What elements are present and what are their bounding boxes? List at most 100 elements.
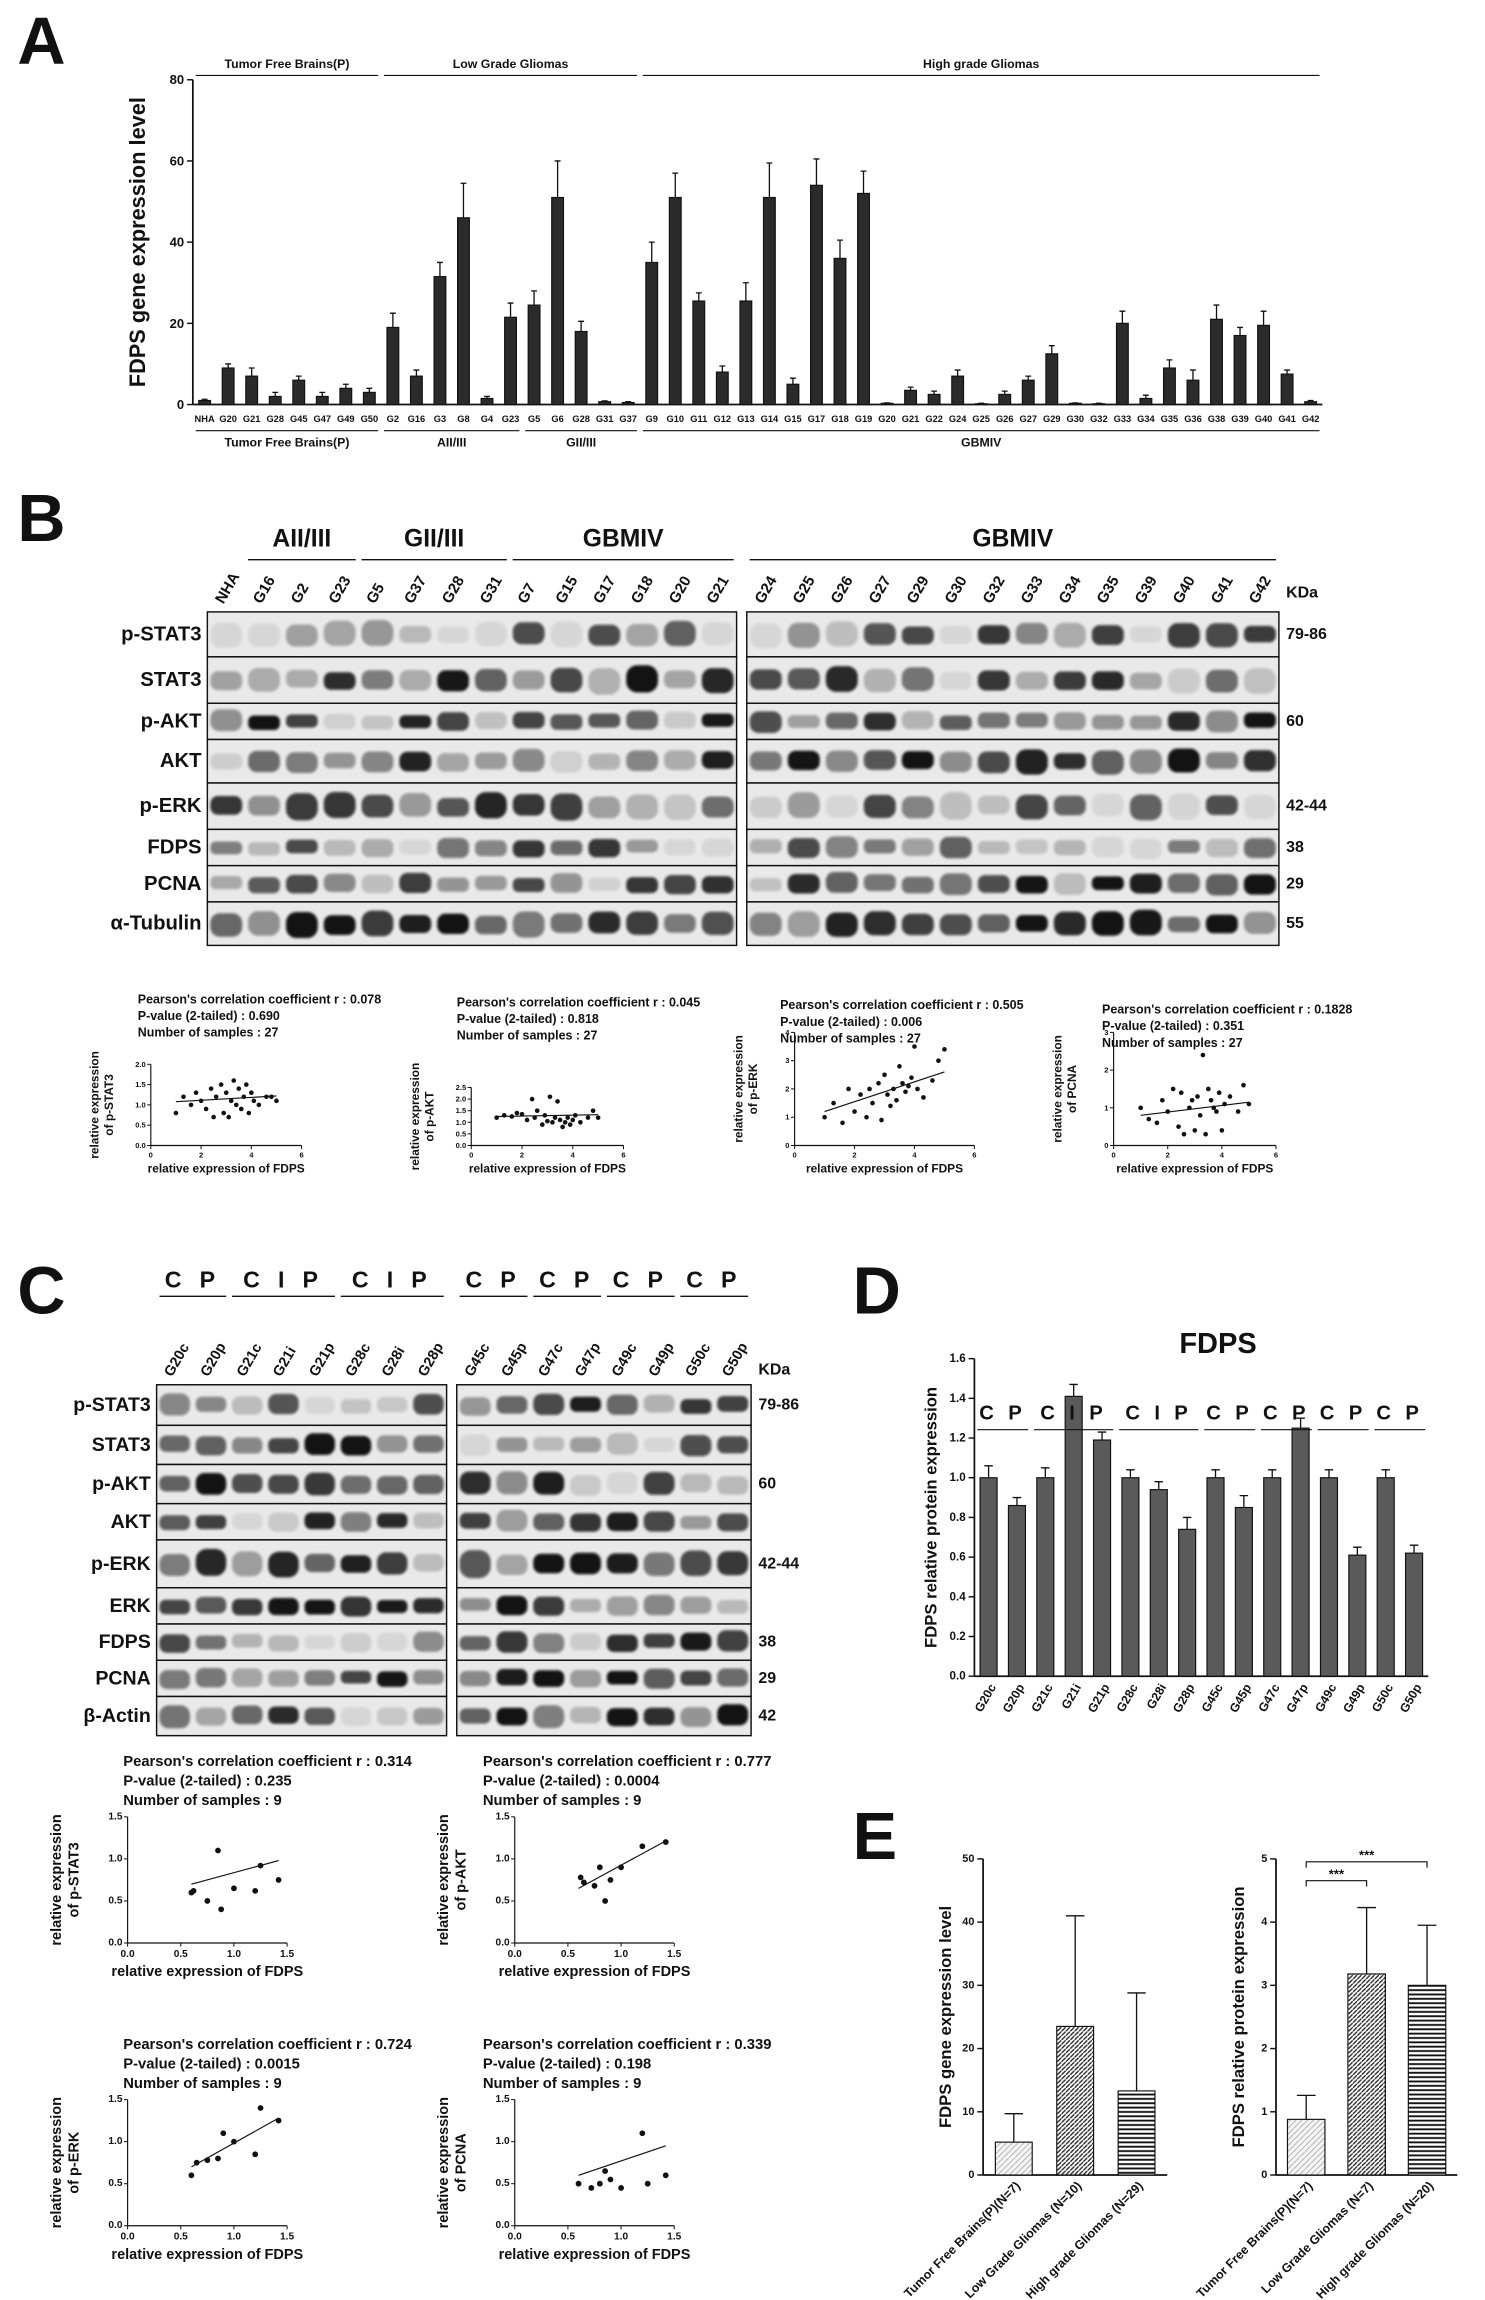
band (413, 1553, 444, 1572)
error-bar (954, 369, 961, 377)
point (1241, 1082, 1246, 1088)
band (437, 877, 469, 892)
y-tick-label: 0 (1261, 2169, 1267, 2181)
band (195, 1396, 227, 1412)
bar (339, 387, 353, 406)
bar (1233, 334, 1247, 406)
y-tick-label: 20 (170, 316, 185, 331)
error-bar (1239, 1494, 1249, 1508)
band (939, 625, 972, 645)
point (575, 2180, 582, 2187)
stat-text: Pearson's correlation coefficient r : 0.… (457, 995, 700, 1009)
point (560, 1124, 565, 1130)
band (232, 1551, 263, 1577)
y-tick-label: 2.0 (135, 1060, 145, 1069)
stat-text: Pearson's correlation coefficient r : 0.… (123, 1754, 412, 1770)
x-tick-label: 0 (149, 1151, 153, 1160)
bar (1045, 353, 1059, 406)
band (977, 625, 1010, 645)
x-tick-label: G26 (996, 414, 1014, 424)
y-tick-label: 2 (785, 1084, 789, 1093)
band (550, 750, 583, 773)
error-bar (248, 367, 255, 377)
band (195, 1436, 227, 1456)
y-tick-label: 0 (1104, 1141, 1108, 1150)
point (903, 1089, 908, 1095)
band (1091, 793, 1124, 817)
band (474, 621, 507, 647)
band (210, 796, 243, 815)
y-tick-label: 40 (170, 235, 185, 250)
stat-text: Number of samples : 27 (780, 1032, 921, 1046)
band (232, 1512, 263, 1530)
stat-text: Number of samples : 9 (483, 2076, 642, 2092)
stat-text: Number of samples : 27 (138, 1026, 279, 1040)
row-label: FDPS (99, 1631, 151, 1653)
band (459, 1636, 491, 1651)
western-blot: NHA G16 G2 G23 G5 G37 G28 G31 G7 G15 G17 G18 G20 G21 G… (111, 526, 1327, 947)
western-blot: G20c G20p G21c G21i G21p G28c G28i G28p G45c G45p… (73, 1267, 799, 1737)
band (701, 621, 734, 646)
band (159, 1599, 190, 1615)
band (1053, 753, 1086, 770)
bar (1280, 373, 1294, 406)
band (248, 911, 280, 936)
band (377, 1513, 408, 1528)
band (1091, 714, 1124, 730)
error-bar (1012, 1496, 1022, 1506)
band (232, 1473, 263, 1494)
band (588, 668, 621, 695)
point (831, 1100, 836, 1106)
y-axis-label: FDPS gene expression level (125, 97, 150, 387)
error-bar (1267, 1469, 1277, 1478)
band (749, 669, 782, 690)
band (268, 1551, 299, 1578)
y-axis-label: of p-AKT (423, 1091, 437, 1142)
band (323, 620, 356, 646)
group-label: C I P (243, 1267, 324, 1293)
point (942, 1047, 947, 1052)
band (474, 792, 507, 819)
bar (480, 397, 494, 406)
y-tick-label: 1.5 (456, 1106, 466, 1115)
band (474, 752, 507, 770)
error-bar (436, 261, 443, 277)
band (340, 1398, 372, 1414)
y-axis-label: of PCNA (453, 2133, 469, 2192)
band (340, 1555, 372, 1573)
bar (1007, 1504, 1027, 1677)
point (1138, 1105, 1143, 1111)
band (606, 1471, 638, 1495)
band (533, 1513, 565, 1531)
y-tick-label: 4 (785, 1028, 790, 1037)
stat-text: P-value (2-tailed) : 0.006 (780, 1015, 922, 1029)
error-bar (1126, 1469, 1135, 1478)
y-tick-label: 2 (1261, 2043, 1267, 2055)
band (323, 873, 356, 892)
error-bar (1065, 1915, 1085, 2027)
band (749, 711, 782, 733)
y-axis-label: relative expression (731, 1035, 745, 1143)
band (304, 1670, 335, 1686)
y-tick-label: 1.4 (950, 1392, 967, 1405)
point (231, 1078, 237, 1083)
band (606, 1394, 638, 1415)
y-tick-label: 1.0 (456, 1118, 466, 1127)
x-tick-label: 6 (972, 1151, 976, 1160)
band (474, 875, 507, 891)
y-axis-label: relative expression (436, 2097, 452, 2228)
band (496, 1396, 528, 1414)
band (901, 626, 934, 645)
error-bar (625, 401, 632, 403)
x-tick-label: G23 (502, 414, 520, 424)
error-bar (366, 387, 373, 393)
band (361, 910, 394, 937)
bar (1092, 1439, 1112, 1677)
row-label: PCNA (95, 1667, 150, 1689)
band (1243, 874, 1276, 895)
band (285, 839, 318, 854)
x-tick-label: G33 (1114, 414, 1132, 424)
x-axis-label: relative expression of FDPS (806, 1161, 963, 1175)
bar (1234, 1506, 1253, 1677)
